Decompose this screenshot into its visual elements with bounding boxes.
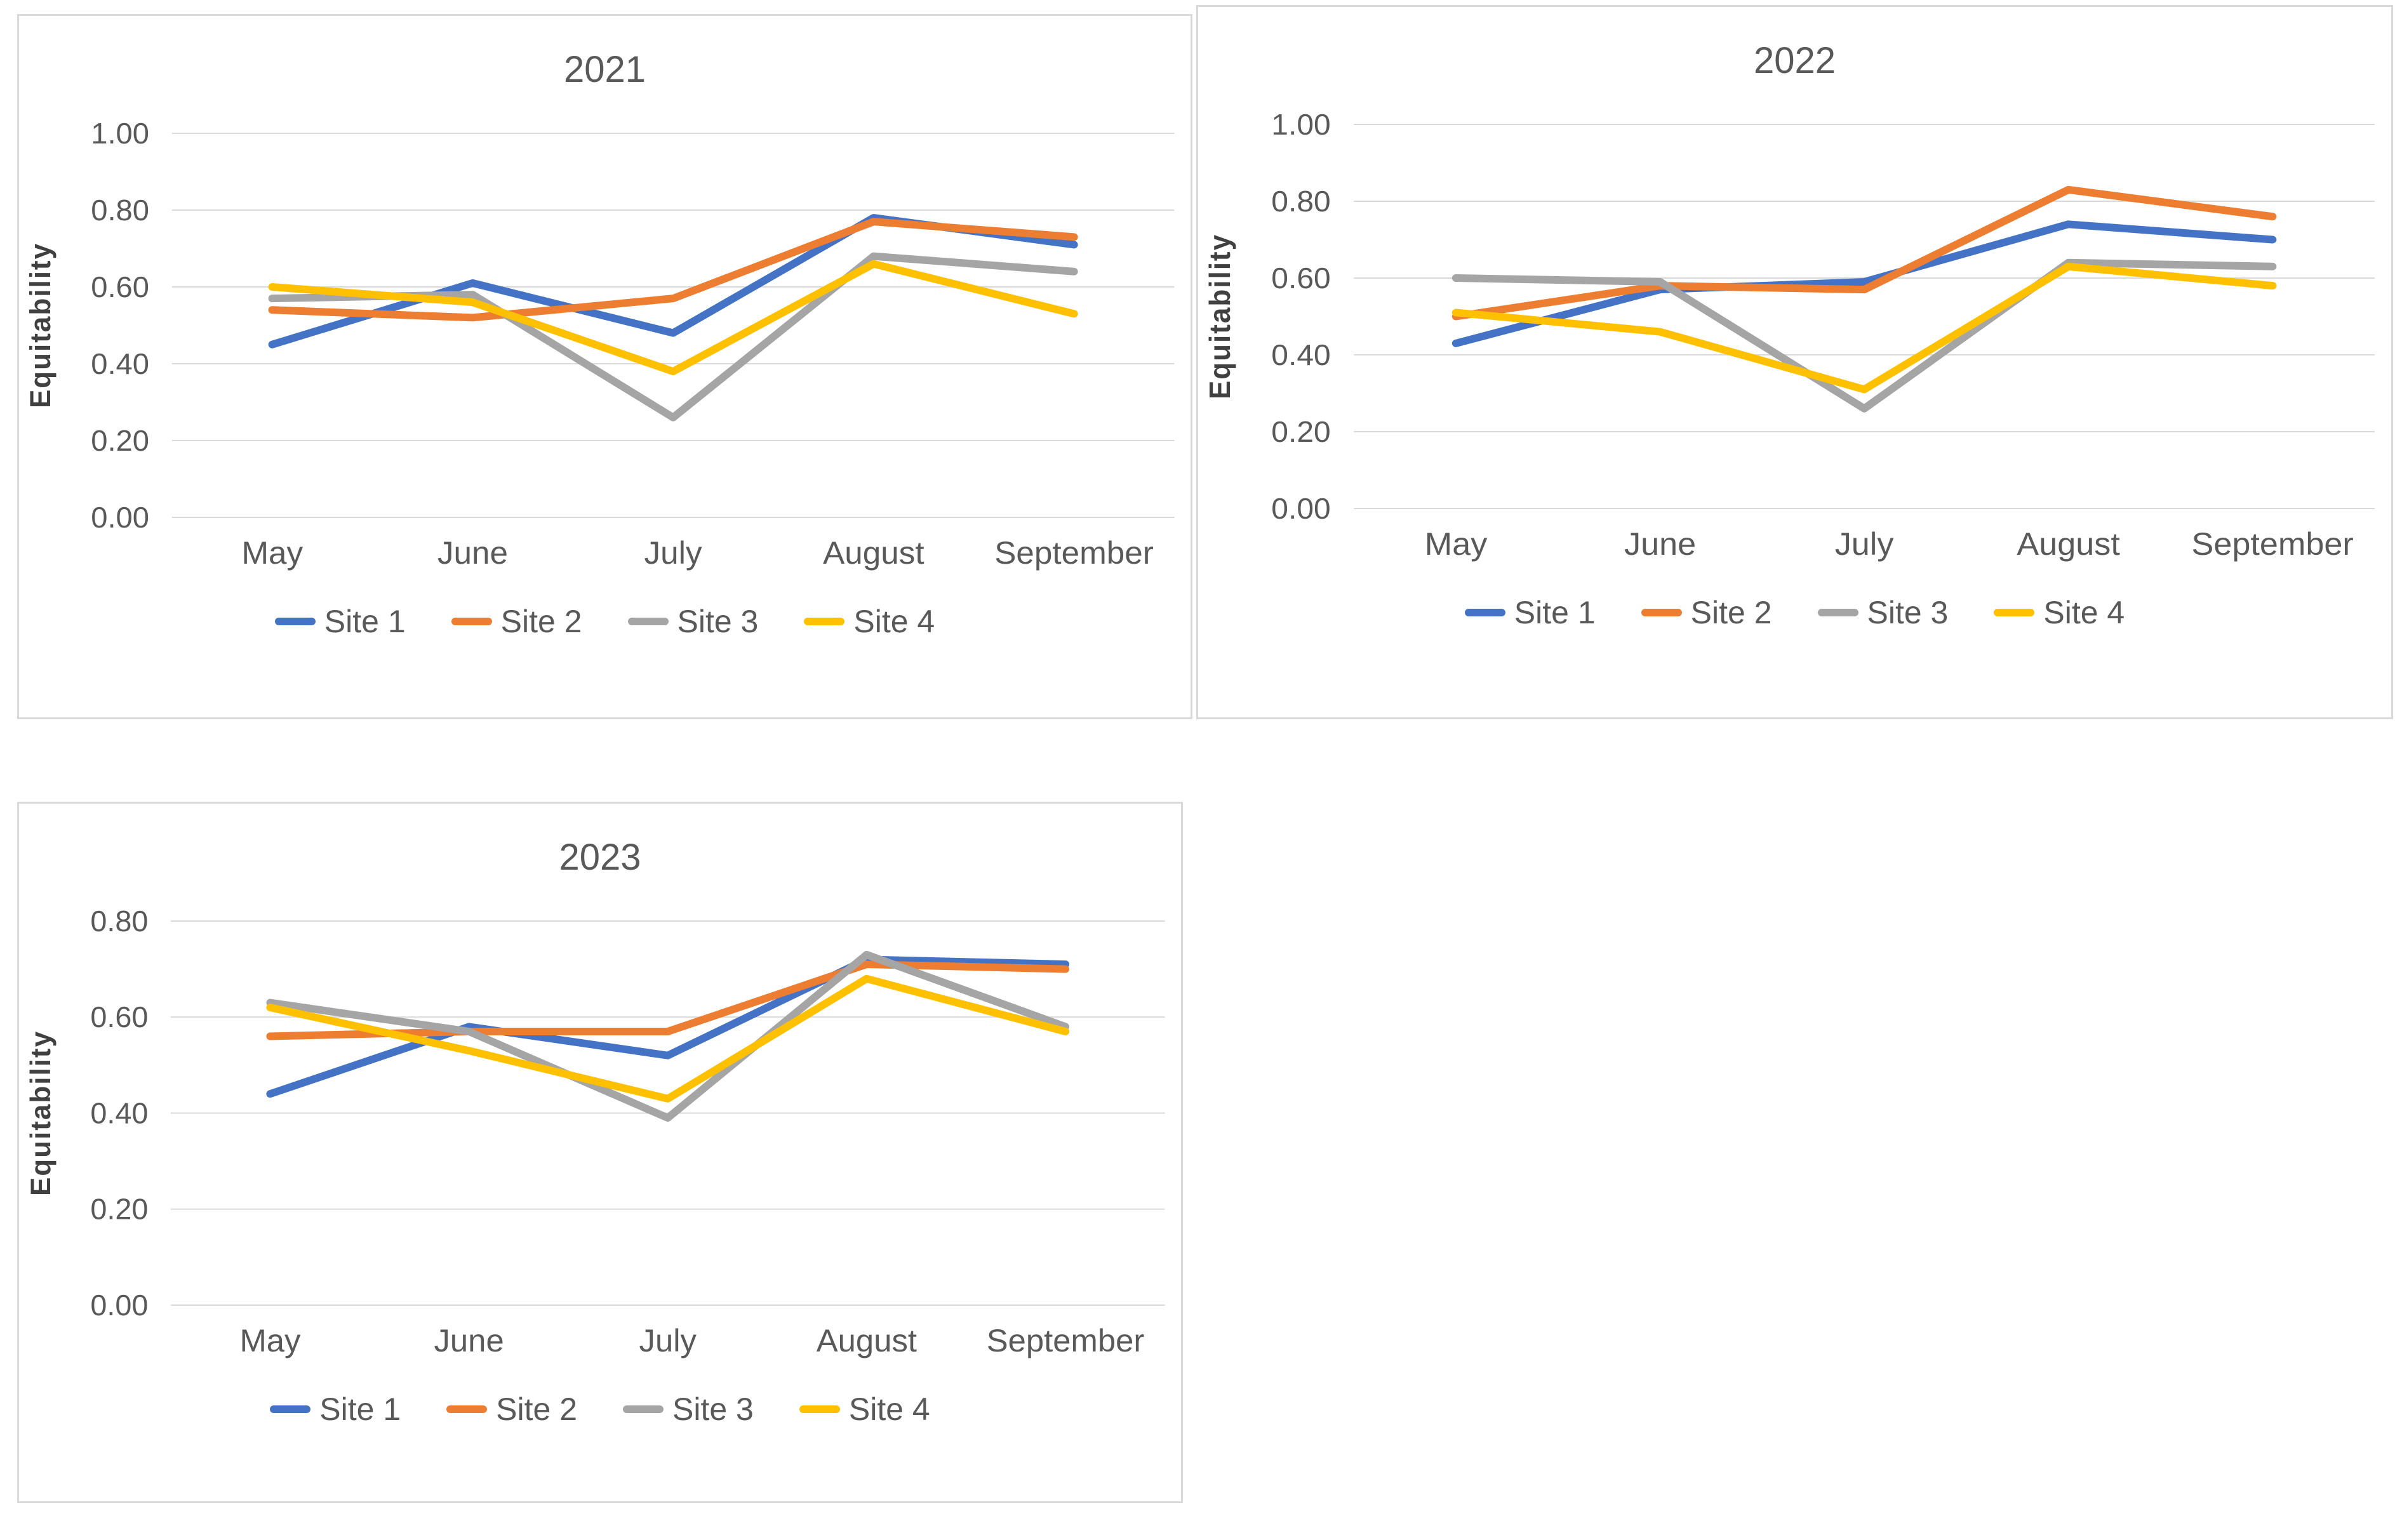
y-tick-label: 0.60 — [91, 271, 149, 303]
series-line-site-2 — [268, 218, 1078, 322]
legend-2023: Site 1 Site 2 Site 3 Site 4 — [19, 1391, 1181, 1428]
series-line-site-3 — [266, 950, 1070, 1122]
legend-label: Site 4 — [853, 604, 935, 639]
series-line-site-2 — [1451, 185, 2277, 321]
x-category-label: September — [987, 1322, 1145, 1358]
x-category-label: June — [1624, 526, 1696, 562]
series-line-site-1 — [266, 955, 1070, 1098]
y-axis-title: Equitability — [25, 242, 57, 408]
legend-swatch-icon — [274, 618, 316, 625]
chart-title-2021: 2021 — [563, 49, 646, 90]
chart-panel-2021: 2021 1.00 0.80 0.60 0.40 0.20 0.00 Equitabilit… — [17, 14, 1192, 719]
chart-panel-2023: 2023 0.80 0.60 0.40 0.20 0.00 Equitability May… — [17, 802, 1183, 1503]
x-category-label: May — [241, 535, 303, 571]
legend-label: Site 1 — [324, 604, 406, 639]
legend-swatch-icon — [627, 618, 669, 625]
line-chart-2022: 1.00 0.80 0.60 0.40 0.20 0.00 Equitability May J… — [1203, 108, 2375, 562]
legend-item-site-3: Site 3 — [627, 603, 759, 640]
x-category-label: June — [437, 535, 508, 571]
y-axis-title: Equitability — [1203, 234, 1236, 399]
x-category-label: September — [994, 535, 1154, 571]
x-category-label: July — [1835, 526, 1894, 562]
series-line-site-4 — [1451, 262, 2277, 394]
y-axis-title: Equitability — [25, 1030, 56, 1196]
legend-swatch-icon — [623, 1405, 664, 1413]
legend-item-site-4: Site 4 — [799, 1391, 930, 1428]
y-tick-label: 0.00 — [1271, 492, 1330, 525]
legend-label: Site 4 — [848, 1391, 930, 1427]
legend-item-site-4: Site 4 — [1994, 594, 2125, 631]
legend-swatch-icon — [1994, 609, 2035, 616]
legend-label: Site 2 — [496, 1391, 577, 1427]
x-category-label: August — [817, 1322, 917, 1358]
y-tick-label: 0.60 — [1271, 262, 1330, 295]
x-category-label: August — [2017, 526, 2119, 562]
y-tick-label: 0.60 — [90, 1001, 148, 1034]
y-tick-label: 0.80 — [91, 194, 149, 227]
series-line-site-4 — [268, 260, 1078, 376]
y-tick-label: 0.20 — [90, 1193, 148, 1226]
legend-item-site-1: Site 1 — [270, 1391, 401, 1428]
chart-title-2023: 2023 — [559, 837, 641, 878]
legend-label: Site 2 — [1690, 595, 1772, 630]
y-tick-label: 0.40 — [90, 1097, 148, 1130]
y-tick-label: 0.20 — [91, 425, 149, 457]
y-tick-label: 0.80 — [90, 905, 148, 938]
legend-item-site-3: Site 3 — [1817, 594, 1949, 631]
legend-swatch-icon — [446, 1405, 488, 1413]
legend-item-site-1: Site 1 — [274, 603, 406, 640]
legend-item-site-3: Site 3 — [623, 1391, 754, 1428]
y-tick-label: 0.00 — [91, 501, 149, 534]
legend-item-site-2: Site 2 — [1641, 594, 1772, 631]
y-tick-label: 0.80 — [1271, 185, 1330, 218]
legend-label: Site 3 — [1867, 595, 1949, 630]
y-tick-label: 1.00 — [91, 117, 149, 150]
legend-label: Site 4 — [2043, 595, 2125, 630]
y-tick-label: 0.40 — [91, 348, 149, 380]
chart-title-2022: 2022 — [1753, 40, 1836, 81]
series-line-site-1 — [1451, 220, 2277, 347]
legend-2021: Site 1 Site 2 Site 3 Site 4 — [19, 603, 1191, 640]
legend-label: Site 1 — [319, 1391, 401, 1427]
line-chart-2021: 1.00 0.80 0.60 0.40 0.20 0.00 Equitability May J… — [25, 117, 1175, 571]
line-chart-2023: 0.80 0.60 0.40 0.20 0.00 Equitability May June J… — [25, 905, 1165, 1358]
legend-label: Site 3 — [672, 1391, 754, 1427]
legend-swatch-icon — [1817, 609, 1858, 616]
legend-swatch-icon — [270, 1405, 311, 1413]
x-category-label: May — [1425, 526, 1488, 562]
legend-swatch-icon — [1641, 609, 1682, 616]
y-tick-label: 0.20 — [1271, 415, 1330, 448]
legend-label: Site 3 — [677, 604, 759, 639]
series-line-site-4 — [266, 974, 1070, 1103]
x-category-label: August — [823, 535, 924, 571]
y-tick-label: 1.00 — [1271, 108, 1330, 141]
x-category-label: May — [239, 1322, 301, 1358]
legend-item-site-1: Site 1 — [1464, 594, 1596, 631]
x-category-label: July — [639, 1322, 697, 1358]
legend-swatch-icon — [451, 618, 492, 625]
x-category-label: September — [2192, 526, 2354, 562]
legend-item-site-2: Site 2 — [446, 1391, 577, 1428]
legend-item-site-4: Site 4 — [804, 603, 935, 640]
legend-swatch-icon — [799, 1405, 840, 1413]
legend-swatch-icon — [804, 618, 845, 625]
chart-panel-2022: 2022 1.00 0.80 0.60 0.40 0.20 0.00 Equitabilit… — [1196, 5, 2393, 719]
series-line-site-3 — [1451, 258, 2277, 413]
legend-label: Site 2 — [500, 604, 582, 639]
legend-2022: Site 1 Site 2 Site 3 Site 4 — [1198, 594, 2391, 631]
x-category-label: July — [644, 535, 703, 571]
legend-label: Site 1 — [1514, 595, 1596, 630]
x-category-label: June — [434, 1322, 504, 1358]
y-tick-label: 0.40 — [1271, 338, 1330, 371]
y-tick-label: 0.00 — [90, 1289, 148, 1322]
legend-swatch-icon — [1464, 609, 1505, 616]
legend-item-site-2: Site 2 — [451, 603, 582, 640]
